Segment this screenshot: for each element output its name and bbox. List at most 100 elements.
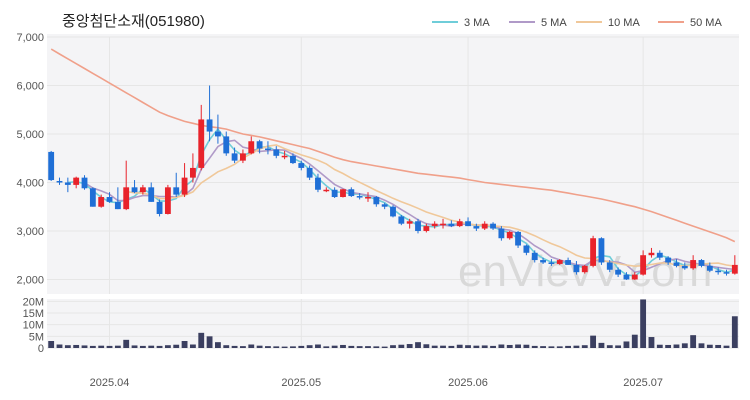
volume-bar — [531, 345, 538, 348]
volume-bar — [123, 339, 130, 348]
legend[interactable]: 3 MA 5 MA 10 MA 50 MA — [432, 17, 722, 29]
candle-body — [490, 223, 496, 229]
candle — [106, 192, 113, 203]
candle-body — [164, 187, 171, 214]
candle-body — [440, 223, 446, 226]
legend-item[interactable]: 5 MA — [509, 17, 567, 29]
candle — [231, 147, 238, 164]
candle-body — [665, 257, 672, 263]
candle — [548, 259, 555, 266]
volume-bar — [398, 344, 405, 348]
volume-bar — [365, 346, 371, 348]
candle-body — [64, 182, 71, 185]
candle — [114, 187, 121, 210]
volume-bar — [356, 346, 363, 348]
volume-bar — [223, 345, 230, 348]
candle-body — [290, 155, 296, 164]
candle — [123, 160, 130, 211]
legend-item[interactable]: 50 MA — [658, 17, 722, 29]
candle-body — [81, 177, 88, 189]
volume-bar — [81, 345, 88, 348]
candle — [223, 131, 230, 156]
candle — [731, 255, 738, 275]
price-tick-label: 7,000 — [16, 32, 44, 44]
volume-bar — [323, 346, 330, 348]
candle — [573, 261, 580, 275]
volume-bar — [423, 344, 430, 348]
candle — [323, 187, 330, 193]
candle-body — [465, 221, 471, 227]
candle — [156, 199, 163, 217]
candle-body — [273, 149, 280, 156]
candle — [381, 202, 388, 210]
volume-bar — [214, 342, 221, 348]
volume-bar — [615, 345, 622, 348]
candle-body — [198, 119, 205, 168]
candle-body — [548, 262, 555, 264]
candle-body — [298, 163, 305, 168]
candle — [173, 172, 180, 198]
candle-body — [73, 177, 80, 185]
candle-body — [240, 153, 246, 161]
volume-bar — [723, 345, 730, 348]
candle — [189, 153, 196, 183]
date-tick-label: 2025.04 — [90, 377, 130, 389]
volume-bar — [298, 345, 305, 348]
volume-bar — [548, 346, 555, 348]
legend-item[interactable]: 10 MA — [576, 17, 640, 29]
candle-body — [606, 262, 613, 270]
candle — [698, 259, 705, 268]
candle — [631, 272, 638, 280]
volume-bar — [265, 346, 271, 348]
candle — [606, 260, 613, 273]
candle — [315, 173, 321, 193]
candle-body — [214, 131, 221, 137]
candle — [306, 165, 313, 181]
candle-body — [473, 226, 480, 229]
legend-label: 10 MA — [608, 17, 640, 29]
volume-bar — [106, 345, 113, 348]
volume-bar — [173, 344, 180, 348]
candle-body — [715, 270, 722, 273]
candle — [506, 230, 513, 240]
candle-body — [540, 260, 546, 263]
candle-body — [640, 255, 647, 275]
legend-item[interactable]: 3 MA — [432, 17, 490, 29]
volume-bar — [181, 341, 188, 348]
volume-bar — [456, 344, 463, 348]
price-tick-label: 5,000 — [16, 129, 44, 141]
volume-bar — [573, 345, 580, 348]
candle-body — [448, 223, 455, 227]
volume-bar — [665, 344, 672, 348]
candle-body — [590, 238, 597, 266]
volume-bar — [98, 345, 105, 348]
candle-body — [698, 260, 705, 266]
candle-body — [573, 264, 580, 273]
candle-body — [248, 141, 255, 154]
candle-body — [373, 197, 380, 205]
volume-bar — [490, 345, 496, 348]
price-tick-label: 6,000 — [16, 80, 44, 92]
date-tick-label: 2025.07 — [623, 377, 663, 389]
volume-bar — [139, 345, 146, 348]
candle-body — [556, 260, 563, 264]
volume-bar — [381, 346, 388, 348]
volume-bar — [256, 345, 263, 348]
candle — [656, 250, 663, 261]
candle — [456, 218, 463, 228]
volume-bar — [440, 345, 446, 348]
volume-bar — [114, 345, 121, 348]
candle — [490, 222, 496, 230]
candle — [98, 194, 105, 208]
candle-body — [265, 148, 271, 151]
volume-bar — [240, 346, 246, 348]
volume-bar — [56, 344, 63, 348]
candle — [248, 136, 255, 155]
candle — [48, 150, 55, 182]
volume-bar — [131, 345, 138, 348]
candle — [623, 272, 630, 280]
volume-bar — [198, 332, 205, 348]
candle-body — [531, 252, 538, 261]
candle — [81, 175, 88, 190]
